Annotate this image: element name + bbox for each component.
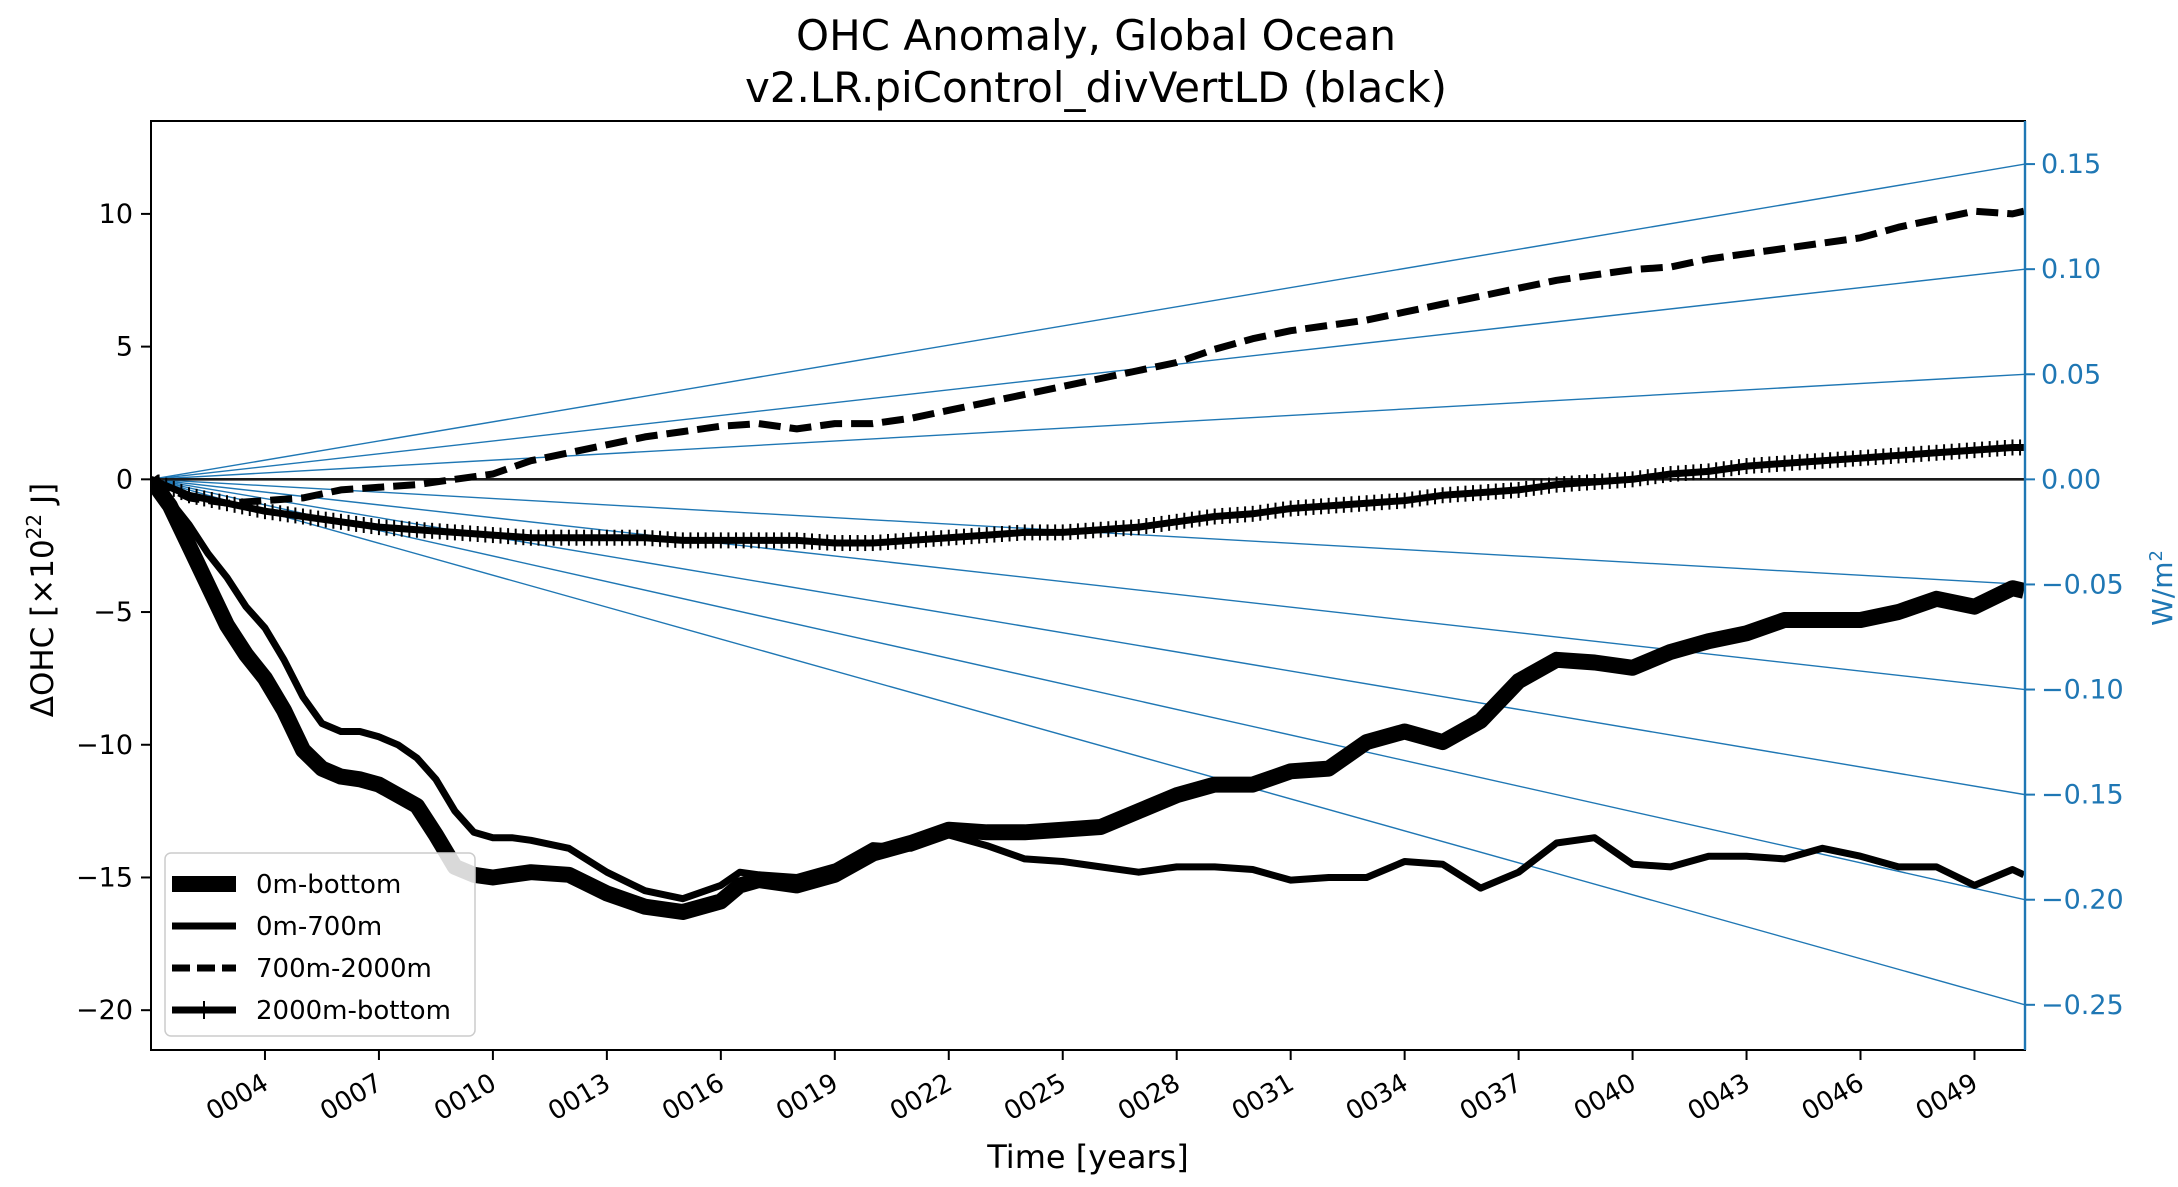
chart-title-line-1: OHC Anomaly, Global Ocean: [796, 11, 1396, 60]
right-tick-label: 0.10: [2041, 254, 2101, 285]
right-tick-label: −0.25: [2041, 990, 2124, 1021]
right-tick-label: 0.05: [2041, 359, 2101, 390]
series-line-700m-2000m: [151, 207, 2025, 507]
series-markers-2000m-bottom: [151, 439, 2022, 552]
right-tick-label: −0.10: [2041, 675, 2124, 706]
reference-line-neg0p25: [151, 478, 2025, 1006]
y-axis-ticks: 10 5 0 −5 −10 −15 −20: [76, 199, 151, 1026]
chart-title-line-2: v2.LR.piControl_divVertLD (black): [745, 63, 1447, 112]
reference-line-0p05: [151, 373, 2025, 481]
right-tick-label: −0.20: [2041, 885, 2124, 916]
series-group: [151, 207, 2025, 920]
legend-label-700m-2000m: 700m-2000m: [256, 954, 432, 984]
y-tick-label: −10: [76, 730, 133, 761]
y-tick-label: 5: [116, 332, 133, 363]
x-axis-label: Time [years]: [986, 1138, 1189, 1176]
y-axis-label-exponent: 22: [22, 514, 46, 539]
reference-line-0p1: [151, 268, 2025, 481]
right-tick-label: −0.05: [2041, 569, 2124, 600]
y-axis-label: ΔOHC [×1022 J]: [22, 483, 61, 717]
right-axis-ticks: 0.15 0.10 0.05 0.00 −0.05 −0.10 −0.15 −0.20 −0.2…: [2025, 149, 2124, 1021]
legend-label-0m-bottom: 0m-bottom: [256, 870, 401, 900]
y-tick-label: −5: [93, 597, 133, 628]
y-tick-label: −20: [76, 995, 133, 1026]
series-line-0m-700m: [151, 476, 2025, 903]
right-axis-label-main: W/m: [2146, 562, 2178, 626]
y-tick-label: 10: [99, 199, 133, 230]
right-axis-label-exponent: 2: [2146, 550, 2167, 561]
y-axis-label-unit: J]: [25, 483, 61, 514]
y-axis-label-main: ΔOHC [×10: [25, 539, 61, 717]
right-tick-label: 0.00: [2041, 464, 2101, 495]
y-tick-label: 0: [116, 464, 133, 495]
reference-line-neg0p1: [151, 478, 2025, 691]
legend-label-2000m-bottom: 2000m-bottom: [256, 996, 451, 1026]
legend: 0m-bottom 0m-700m 700m-2000m 2000m-bottom: [164, 852, 476, 1037]
reference-line-0p15: [151, 163, 2025, 481]
y-tick-label: −15: [76, 862, 133, 893]
reference-line-neg0p2: [151, 478, 2025, 901]
right-axis-label: W/m2: [2146, 550, 2178, 626]
legend-label-0m-700m: 0m-700m: [256, 912, 382, 942]
right-tick-label: −0.15: [2041, 780, 2124, 811]
legend-frame: [164, 852, 476, 1037]
right-tick-label: 0.15: [2041, 149, 2101, 180]
